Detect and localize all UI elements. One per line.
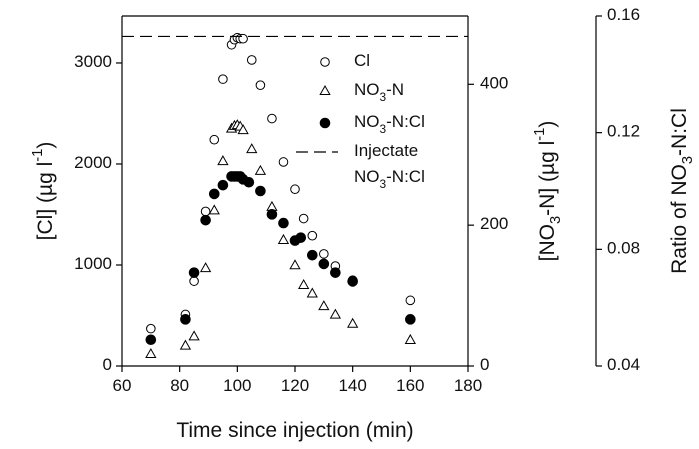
- point: [208, 188, 220, 200]
- point: [188, 330, 200, 341]
- point: [405, 295, 416, 306]
- point: [347, 317, 359, 328]
- point: [278, 157, 289, 167]
- point: [208, 204, 220, 215]
- point: [217, 179, 229, 191]
- legend-label: Cl: [354, 51, 370, 70]
- point: [255, 185, 266, 197]
- y2-axis-label: [NO3-N] (µg l-1): [532, 121, 564, 262]
- point: [188, 267, 200, 278]
- point: [289, 259, 301, 270]
- x-tick-label: 180: [454, 376, 482, 395]
- point: [199, 262, 212, 273]
- point: [145, 348, 157, 359]
- legend-label: Injectate NO3-N:Cl: [354, 141, 425, 191]
- point: [307, 249, 318, 261]
- point: [278, 217, 289, 229]
- point: [189, 276, 199, 286]
- y3-tick-label: 0.04: [607, 355, 640, 374]
- y3-tick-label: 0.08: [607, 239, 640, 258]
- point: [266, 209, 278, 220]
- point: [254, 164, 267, 175]
- point: [146, 323, 156, 334]
- point: [246, 143, 258, 154]
- point: [180, 314, 191, 325]
- point: [246, 55, 257, 65]
- point: [319, 249, 329, 259]
- legend-swatch: [319, 117, 331, 129]
- point: [318, 258, 330, 270]
- point: [404, 333, 416, 344]
- legend-label: NO3-N: [354, 80, 404, 104]
- x-tick-label: 120: [281, 376, 309, 395]
- point: [200, 206, 211, 217]
- x-tick-label: 140: [338, 376, 366, 395]
- x-axis-label: Time since injection (min): [176, 419, 413, 442]
- y-tick-label: 1000: [74, 254, 112, 273]
- point: [347, 276, 358, 287]
- y-tick-label: 3000: [74, 52, 112, 71]
- y3-axis-label: Ratio of NO3-N:Cl: [668, 108, 696, 274]
- x-tick-label: 160: [396, 376, 424, 395]
- point: [209, 134, 220, 145]
- y2-tick-label: 0: [480, 355, 489, 374]
- legend-swatch: [320, 57, 330, 67]
- point: [405, 314, 416, 325]
- x-tick-label: 80: [170, 376, 189, 395]
- point: [218, 74, 228, 84]
- point: [298, 213, 309, 224]
- point: [330, 267, 341, 278]
- point: [145, 334, 157, 346]
- point: [179, 339, 192, 350]
- point: [295, 232, 307, 243]
- point: [255, 80, 266, 90]
- point: [277, 233, 290, 244]
- legend-swatch: [319, 84, 331, 95]
- y2-tick-label: 400: [480, 74, 508, 93]
- y3-tick-label: 0.16: [607, 5, 640, 24]
- point: [267, 113, 277, 124]
- point: [318, 300, 330, 311]
- point: [329, 308, 342, 319]
- point: [238, 33, 248, 44]
- point: [290, 184, 300, 195]
- point: [200, 214, 211, 226]
- y-tick-label: 2000: [74, 153, 112, 172]
- point: [306, 287, 318, 298]
- point: [297, 278, 310, 290]
- y2-tick-label: 200: [480, 215, 508, 234]
- point: [237, 124, 249, 135]
- x-tick-label: 100: [223, 376, 251, 395]
- point: [217, 155, 229, 166]
- y-axis-label: [Cl] (µg l-1): [30, 142, 57, 241]
- point: [307, 230, 318, 241]
- point: [243, 176, 255, 188]
- y3-tick-label: 0.12: [607, 122, 640, 141]
- y-tick-label: 0: [103, 355, 112, 374]
- legend-label: NO3-N:Cl: [354, 112, 425, 136]
- x-tick-label: 60: [113, 376, 132, 395]
